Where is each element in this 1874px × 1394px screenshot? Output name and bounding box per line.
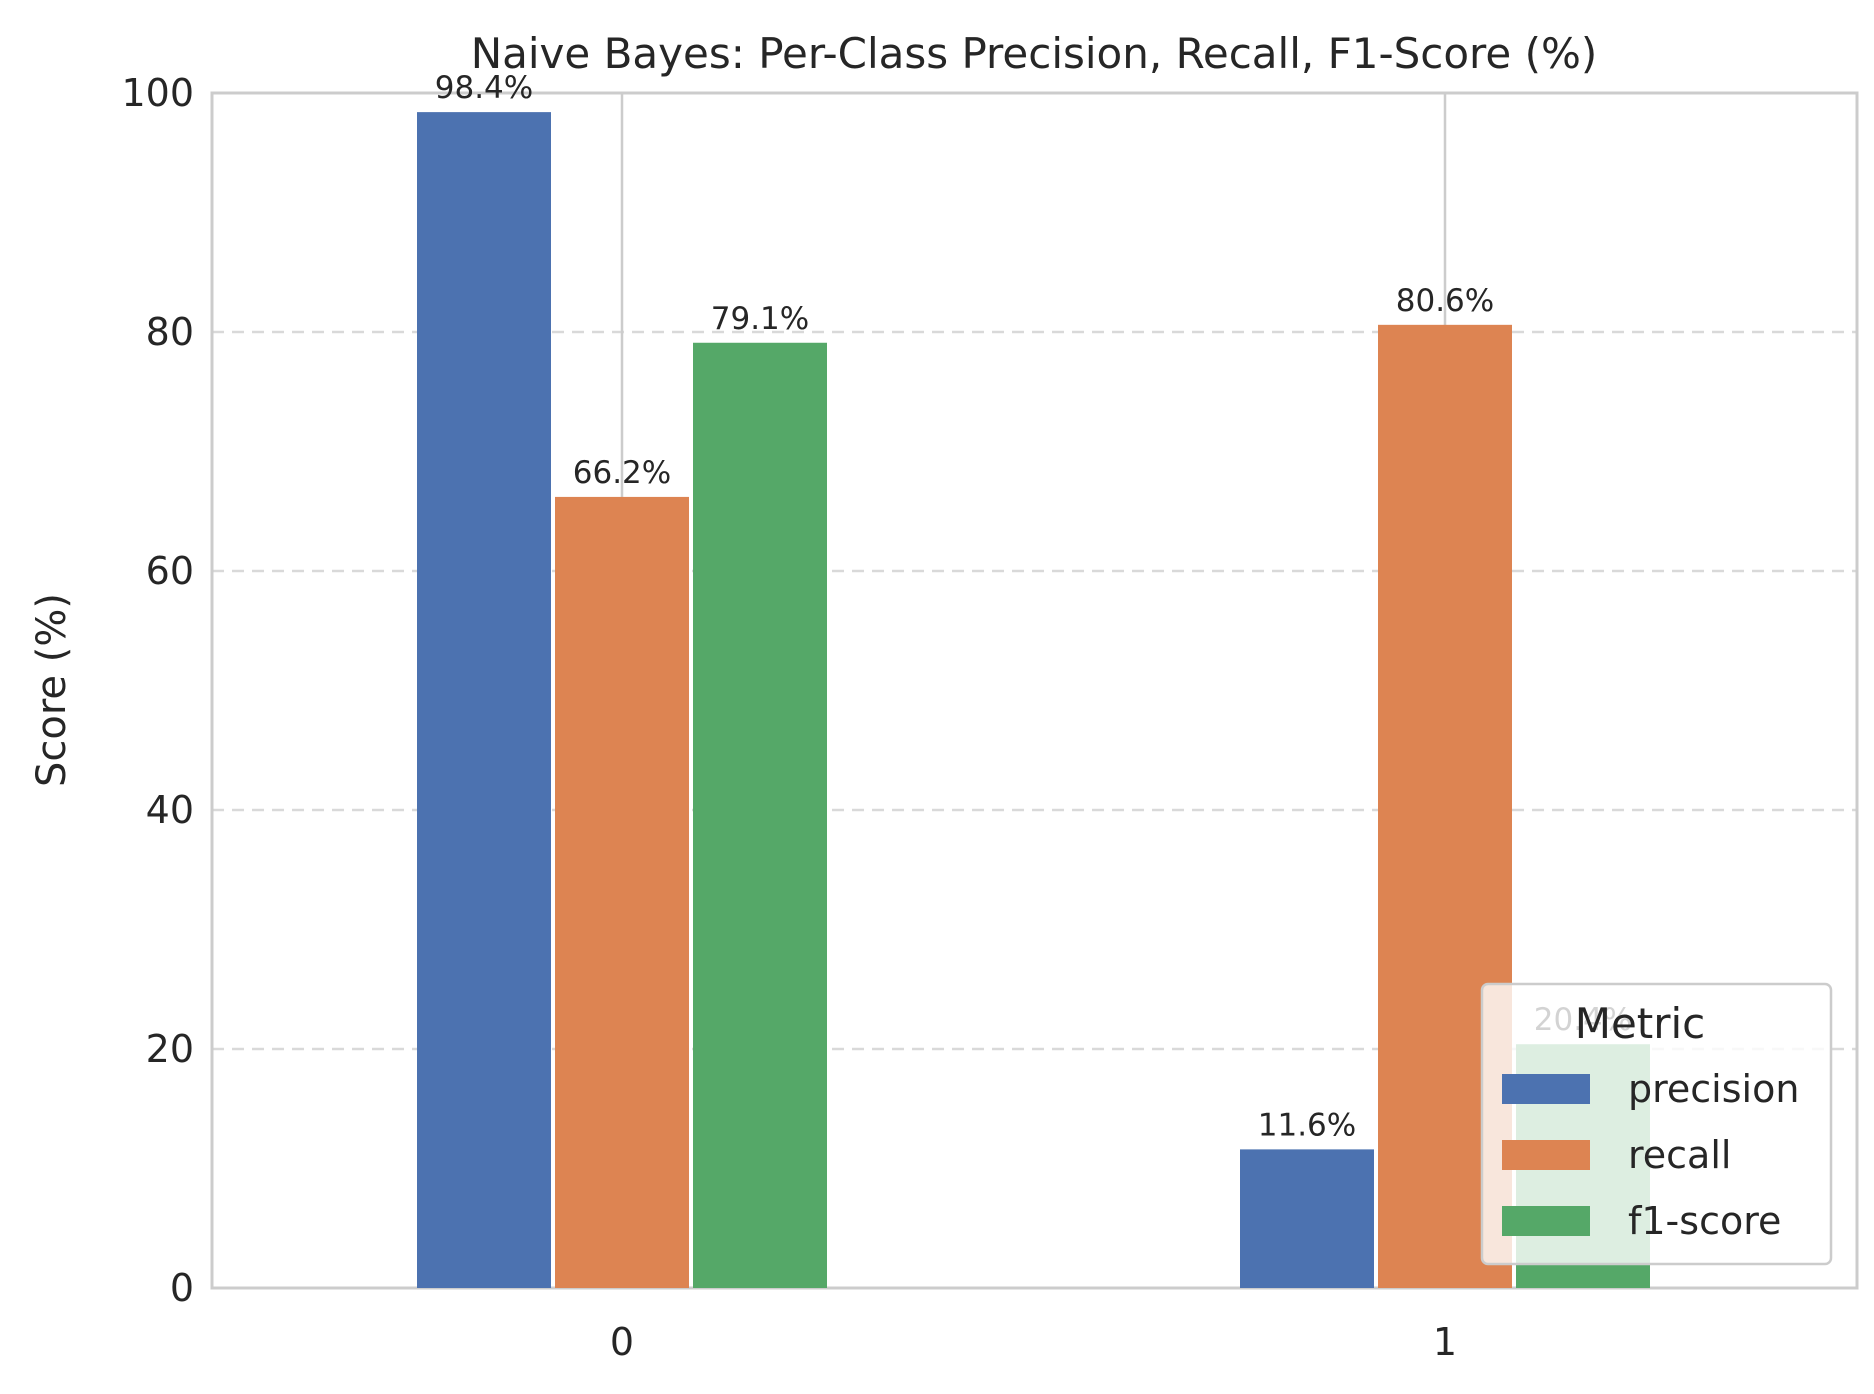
bar-label-f1-score-0: 79.1%: [711, 301, 809, 337]
bar-label-recall-0: 66.2%: [573, 455, 671, 491]
y-tick-label: 20: [146, 1027, 194, 1071]
bar-label-recall-1: 80.6%: [1396, 283, 1494, 319]
legend-label-recall: recall: [1628, 1133, 1731, 1177]
x-tick-label: 0: [610, 1320, 634, 1364]
x-tick-label: 1: [1433, 1320, 1457, 1364]
legend: Metric precision recall f1-score: [1480, 982, 1833, 1266]
y-tick-label: 0: [170, 1266, 194, 1310]
legend-items: precision recall f1-score: [1502, 1067, 1799, 1243]
bar-recall-0: [555, 496, 689, 1288]
y-tick-label: 80: [146, 310, 194, 354]
legend-label-f1-score: f1-score: [1628, 1199, 1781, 1243]
legend-title: Metric: [1575, 999, 1706, 1048]
y-tick-label: 40: [146, 788, 194, 832]
legend-swatch-recall: [1502, 1140, 1590, 1170]
y-tick-label: 60: [146, 549, 194, 593]
legend-swatch-f1-score: [1502, 1206, 1590, 1236]
y-axis-label: Score (%): [29, 593, 75, 787]
y-ticks: 0 20 40 60 80 100: [121, 71, 194, 1310]
bar-label-precision-1: 11.6%: [1258, 1107, 1356, 1143]
bar-precision-1: [1240, 1149, 1374, 1288]
y-tick-label: 100: [121, 71, 194, 115]
chart-title: Naive Bayes: Per-Class Precision, Recall…: [471, 29, 1598, 78]
legend-box: [1480, 982, 1833, 1266]
bar-label-precision-0: 98.4%: [435, 70, 533, 106]
legend-swatch-precision: [1502, 1074, 1590, 1104]
legend-label-precision: precision: [1628, 1067, 1799, 1111]
bar-precision-0: [417, 112, 551, 1289]
bar-f1-score-0: [693, 342, 827, 1288]
plot-frame: [210, 91, 1859, 1290]
